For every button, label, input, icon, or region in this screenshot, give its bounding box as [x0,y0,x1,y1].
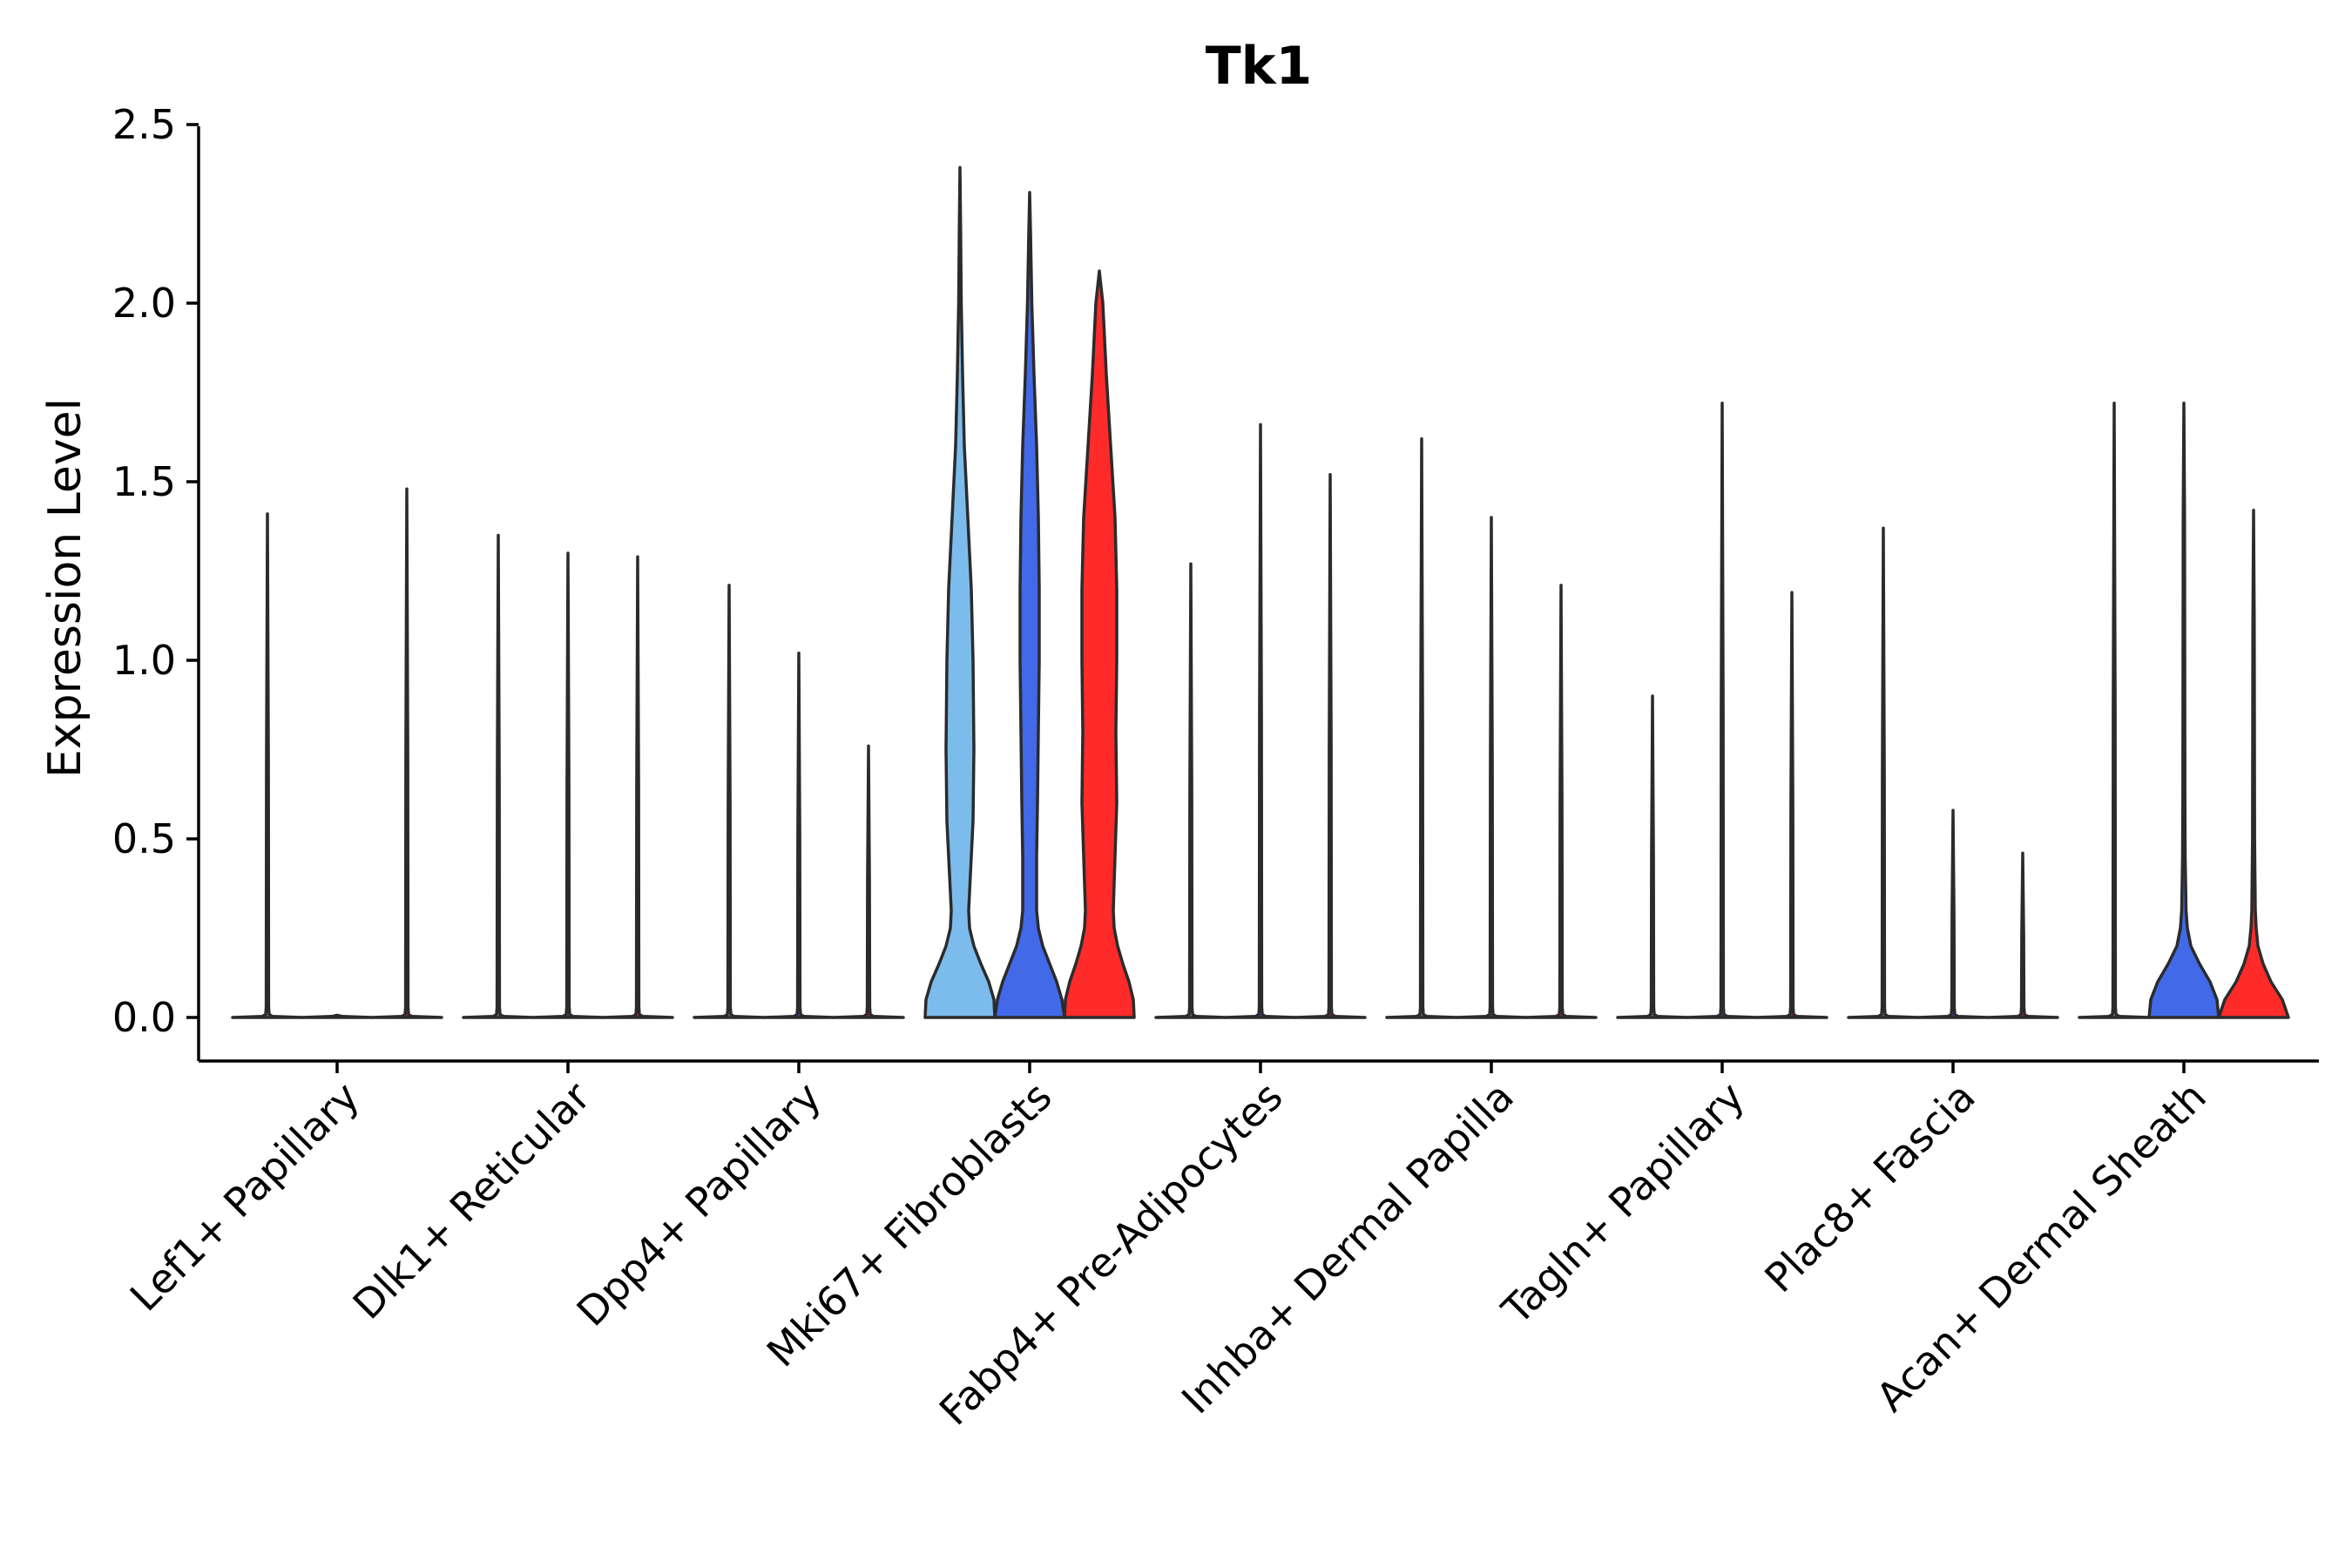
violin-fabp4-pre-adipocytes-group-2 [1224,422,1297,1019]
violin-plac8-fascia-group-1 [1847,526,1920,1019]
violin-tagln-papillary-group-2 [1686,402,1759,1019]
violin-dpp4-papillary-group-2 [762,652,835,1019]
y-tick-label: 1.0 [112,637,176,684]
violin-lef1-papillary-group-1 [231,512,304,1019]
violin-dpp4-papillary-group-1 [693,584,766,1019]
violin-tagln-papillary-group-1 [1616,694,1689,1019]
x-tick-label-tagln-papillary: Tagln+ Papillary [1492,1073,1754,1335]
x-tick-label-lef1-papillary: Lef1+ Papillary [121,1073,368,1321]
y-tick-label: 0.0 [112,994,176,1041]
violin-dpp4-papillary-group-3 [832,744,905,1019]
y-tick-label: 2.0 [112,280,176,327]
violin-layer [231,166,2290,1019]
violin-mki67-fibroblasts-group-2 [993,191,1066,1019]
violin-dlk1-reticular-group-1 [462,533,535,1019]
violin-lef1-papillary-group-2 [301,1013,374,1019]
violin-plac8-fascia-group-2 [1916,808,1990,1019]
violin-mki67-fibroblasts-group-1 [923,166,997,1019]
x-tick-label-dpp4-papillary: Dpp4+ Papillary [568,1073,830,1335]
violin-fabp4-pre-adipocytes-group-3 [1294,473,1367,1019]
violin-mki67-fibroblasts-group-3 [1063,269,1136,1019]
violin-inhba-dermal-papilla-group-3 [1524,584,1598,1019]
violin-dlk1-reticular-group-2 [531,551,605,1019]
axes [197,126,2319,1063]
violin-fabp4-pre-adipocytes-group-1 [1154,562,1227,1019]
violin-inhba-dermal-papilla-group-1 [1385,437,1458,1019]
violin-inhba-dermal-papilla-group-2 [1455,516,1528,1019]
violin-acan-dermal-sheath-group-2 [2147,402,2220,1019]
y-axis-label: Expression Level [39,398,91,778]
violin-tagln-papillary-group-3 [1755,591,1828,1019]
violin-plac8-fascia-group-3 [1986,851,2059,1019]
y-ticks: 0.0 0.5 1.0 1.5 2.0 2.5 [112,101,199,1041]
y-tick-label: 1.5 [112,458,176,505]
violin-lef1-papillary-group-3 [370,487,443,1019]
violin-acan-dermal-sheath-group-3 [2217,509,2290,1019]
y-tick-label: 0.5 [112,815,176,862]
violin-dlk1-reticular-group-3 [601,555,674,1019]
y-tick-label: 2.5 [112,101,176,148]
violin-acan-dermal-sheath-group-1 [2078,402,2151,1019]
chart-title: Tk1 [1206,36,1313,97]
x-tick-label-dlk1-reticular: Dlk1+ Reticular [344,1073,599,1328]
x-tick-label-plac8-fascia: Plac8+ Fascia [1755,1073,1984,1301]
